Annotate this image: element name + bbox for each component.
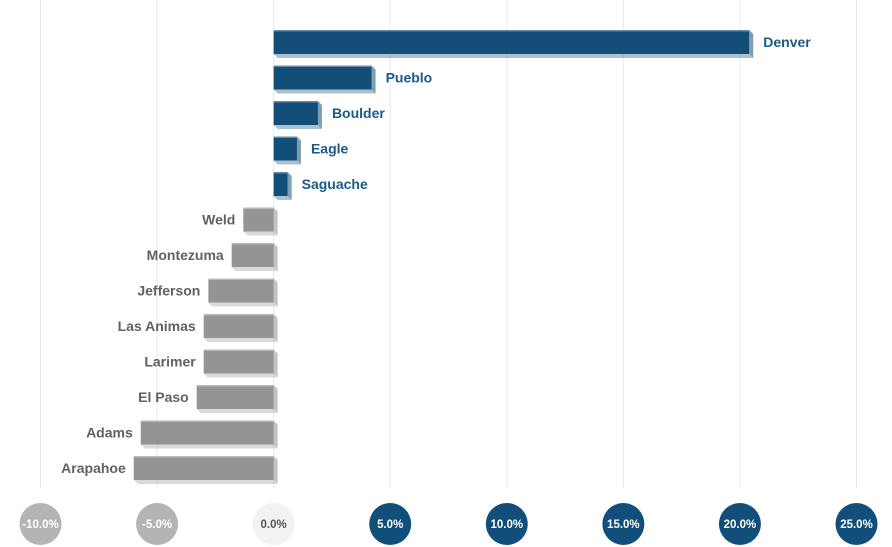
bar-pueblo-face [273,65,372,90]
x-tick-label: 15.0% [607,519,640,531]
x-tick-label: 20.0% [724,519,757,531]
x-tick: -10.0% [19,503,62,545]
x-axis-ticks: -10.0% -5.0% 0.0% 5.0% 10.0% 15.0% 20.0% 25.0% [19,503,878,545]
category-labels: Denver Pueblo Boulder Eagle Saguache Weld Mont… [61,34,811,476]
bar-saguache-bottom [273,196,292,200]
category-label-el-paso: El Paso [138,389,189,405]
bar-el-paso-side [273,385,278,413]
bar-jefferson-side [273,278,278,307]
bar-eagle-face [273,136,297,161]
bar-saguache-face [273,172,288,196]
x-tick-label: 5.0% [377,519,403,531]
bar-weld-bottom [243,231,278,236]
category-label-eagle: Eagle [311,141,349,157]
bar-larimer-bottom [203,373,278,378]
bar-las-animas-face [203,314,274,338]
x-tick-badge [252,503,295,545]
x-tick: -5.0% [136,503,179,545]
x-tick-label: 25.0% [840,519,873,531]
bar-saguache [273,172,292,200]
bar-pueblo-side [371,65,376,94]
bar-arapahoe-face [133,456,274,480]
bar-denver-bottom [273,54,754,58]
x-tick-badge [369,503,412,545]
bar-las-animas-side [273,314,278,342]
category-label-arapahoe: Arapahoe [61,460,126,476]
bar-adams-bottom [140,444,278,449]
x-tick-badge [835,503,878,545]
bar-larimer-face [203,349,274,374]
bar-el-paso [196,385,278,413]
bar-jefferson [208,278,278,307]
x-tick: 25.0% [835,503,878,545]
bar-weld [243,207,278,236]
category-label-weld: Weld [202,212,235,228]
bar-boulder-side [317,101,322,129]
bar-eagle-bottom [273,160,301,165]
bar-saguache-side [287,172,292,200]
category-label-las-animas: Las Animas [118,318,196,334]
bar-el-paso-face [196,385,274,409]
x-tick-badge [19,503,62,545]
bar-montezuma-bottom [231,267,278,271]
gridlines [40,0,857,488]
bar-adams-face [140,420,274,445]
category-label-montezuma: Montezuma [147,247,224,263]
bars [133,30,754,484]
bar-denver-face [273,30,750,54]
x-tick-badge [485,503,528,545]
category-label-pueblo: Pueblo [386,70,433,86]
x-tick-badge [136,503,179,545]
bar-boulder-face [273,101,318,125]
x-tick-badge [718,503,761,545]
bar-pueblo [273,65,376,94]
bar-adams-side [273,420,278,449]
bar-eagle [273,136,301,165]
bar-jefferson-bottom [208,302,278,307]
x-tick: 5.0% [369,503,412,545]
bar-boulder-bottom [273,125,322,129]
bar-jefferson-face [208,278,274,303]
bar-weld-face [243,207,274,232]
x-tick: 20.0% [718,503,761,545]
x-tick-label: -5.0% [142,519,172,531]
bar-arapahoe [133,456,278,484]
category-label-saguache: Saguache [302,176,368,192]
bar-montezuma-face [231,243,274,267]
category-label-boulder: Boulder [332,105,385,121]
bar-arapahoe-bottom [133,480,278,484]
bar-larimer [203,349,278,378]
x-tick: 0.0% [252,503,295,545]
bar-las-animas-bottom [203,338,278,342]
category-label-adams: Adams [86,425,133,441]
bar-denver [273,30,754,58]
x-tick-label: -10.0% [22,519,58,531]
category-label-jefferson: Jefferson [137,283,200,299]
x-tick-label: 10.0% [490,519,523,531]
bar-denver-side [749,30,754,58]
category-label-larimer: Larimer [144,354,196,370]
bar-montezuma [231,243,278,271]
bar-weld-side [273,207,278,236]
x-tick: 15.0% [602,503,645,545]
bar-larimer-side [273,349,278,378]
x-tick: 10.0% [485,503,528,545]
bar-el-paso-bottom [196,409,278,413]
bar-adams [140,420,278,449]
x-tick-label: 0.0% [261,519,287,531]
x-tick-badge [602,503,645,545]
bar-eagle-side [296,136,301,165]
bar-las-animas [203,314,278,342]
bar-boulder [273,101,322,129]
category-label-denver: Denver [763,34,811,50]
bar-pueblo-bottom [273,89,376,94]
bar-montezuma-side [273,243,278,271]
bar-arapahoe-side [273,456,278,484]
